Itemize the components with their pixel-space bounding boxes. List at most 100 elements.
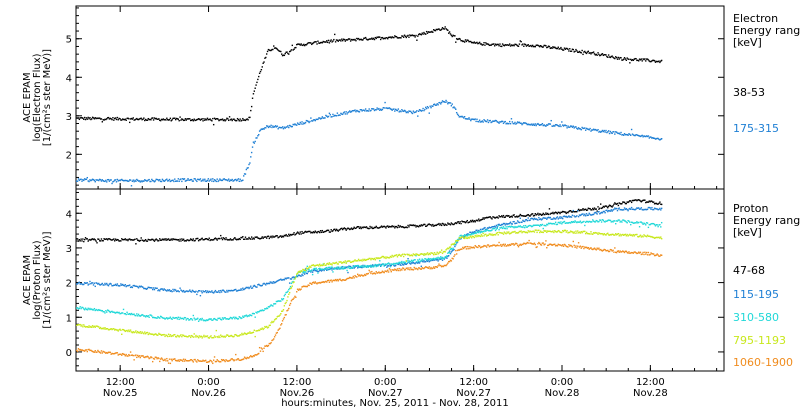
data-point xyxy=(93,118,96,120)
data-point xyxy=(86,282,89,284)
data-point xyxy=(554,218,556,220)
data-point xyxy=(466,39,468,41)
data-point xyxy=(135,354,137,356)
data-point xyxy=(576,232,578,234)
series-175-315 xyxy=(76,99,663,187)
data-point xyxy=(138,332,141,334)
data-point xyxy=(340,112,342,115)
data-point xyxy=(485,228,487,231)
data-point xyxy=(304,271,307,273)
data-point xyxy=(227,179,229,182)
data-point xyxy=(475,219,477,222)
data-point xyxy=(121,238,124,241)
data-point xyxy=(522,122,524,125)
data-point xyxy=(412,224,415,226)
data-point xyxy=(449,102,452,104)
data-point xyxy=(176,318,179,320)
data-point xyxy=(586,128,589,130)
data-point xyxy=(471,231,474,233)
data-point xyxy=(307,230,309,233)
data-point xyxy=(657,254,659,256)
data-point xyxy=(451,243,453,245)
data-point xyxy=(155,356,157,359)
data-point xyxy=(91,282,93,284)
data-point xyxy=(656,208,658,210)
data-point xyxy=(402,225,404,228)
data-point xyxy=(308,42,310,44)
data-point xyxy=(364,108,367,110)
data-point xyxy=(218,119,220,122)
data-point xyxy=(419,260,422,262)
data-point xyxy=(645,208,648,211)
data-point xyxy=(84,307,87,309)
data-point xyxy=(562,210,565,213)
data-point xyxy=(567,125,569,127)
data-point xyxy=(142,332,144,334)
data-point xyxy=(374,36,377,39)
data-point xyxy=(215,118,218,120)
data-point xyxy=(288,50,291,53)
data-point xyxy=(515,222,517,224)
data-point xyxy=(104,118,106,121)
data-point xyxy=(594,231,597,234)
data-point xyxy=(422,259,424,261)
data-point xyxy=(265,125,268,127)
data-point xyxy=(642,58,644,60)
data-point xyxy=(583,214,585,217)
data-point xyxy=(249,116,251,119)
data-point xyxy=(275,280,278,283)
data-point xyxy=(395,262,398,265)
data-point xyxy=(202,178,204,181)
data-point xyxy=(527,225,529,227)
data-point xyxy=(225,291,227,293)
data-point xyxy=(114,283,117,286)
data-point xyxy=(242,287,244,289)
data-point xyxy=(152,239,155,241)
data-point xyxy=(274,334,277,336)
data-point xyxy=(406,226,408,229)
data-point xyxy=(121,333,123,335)
data-point xyxy=(113,284,115,286)
data-point xyxy=(201,360,203,362)
data-point xyxy=(205,319,208,321)
data-point xyxy=(158,357,160,360)
data-point xyxy=(551,244,553,246)
data-point xyxy=(613,208,615,211)
data-point xyxy=(584,215,587,217)
data-point xyxy=(318,270,320,273)
data-point xyxy=(483,235,485,237)
data-point xyxy=(508,223,510,225)
data-point xyxy=(610,209,612,211)
data-point xyxy=(445,28,447,30)
data-point xyxy=(170,238,172,240)
data-point xyxy=(369,271,371,273)
data-point xyxy=(537,224,539,226)
data-point xyxy=(98,117,100,119)
data-point xyxy=(299,44,301,46)
data-point xyxy=(237,318,240,320)
data-point xyxy=(175,316,178,319)
data-point xyxy=(254,335,256,338)
data-point xyxy=(410,35,412,37)
data-point xyxy=(398,262,400,265)
data-point xyxy=(409,269,411,271)
data-point xyxy=(304,121,307,124)
data-point xyxy=(266,345,269,348)
data-point xyxy=(487,229,490,232)
data-point xyxy=(234,359,236,361)
data-point xyxy=(379,109,381,111)
data-point xyxy=(616,132,619,134)
data-point xyxy=(646,222,649,224)
data-point xyxy=(322,40,324,43)
data-point xyxy=(658,138,660,141)
data-point xyxy=(338,278,340,281)
data-point xyxy=(114,238,117,240)
data-point xyxy=(212,292,215,294)
data-point xyxy=(125,313,127,316)
data-point xyxy=(437,223,439,226)
data-point xyxy=(129,284,131,286)
x-tick-date-label: Nov.27 xyxy=(456,388,491,399)
data-point xyxy=(578,214,581,216)
data-point xyxy=(224,336,226,338)
data-point xyxy=(327,263,330,266)
